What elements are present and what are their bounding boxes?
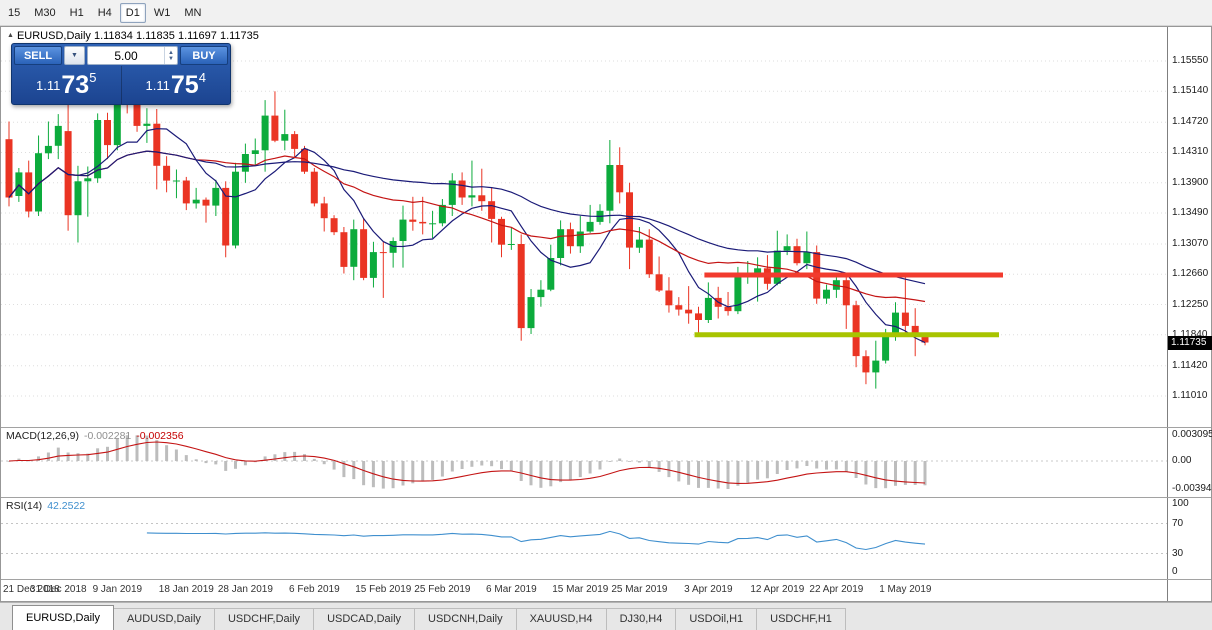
date-axis-label: 9 Jan 2019 bbox=[92, 584, 143, 595]
rsi-axis-label: 70 bbox=[1172, 517, 1184, 529]
price-axis-label: 1.12250 bbox=[1172, 298, 1209, 310]
macd-axis-label: -0.003947 bbox=[1172, 483, 1212, 494]
chart-title: ▲ EURUSD,Daily 1.11834 1.11835 1.11697 1.… bbox=[7, 30, 259, 42]
sell-price-point: 5 bbox=[89, 70, 97, 85]
price-axis-label: 1.14720 bbox=[1172, 116, 1209, 128]
sell-price-pips: 73 bbox=[61, 70, 90, 99]
macd-axis-label: 0.00 bbox=[1172, 455, 1192, 466]
chart-marker-icon: ▲ bbox=[7, 32, 14, 39]
date-axis-label: 6 Feb 2019 bbox=[289, 584, 340, 595]
date-axis-label: 25 Mar 2019 bbox=[611, 584, 668, 595]
tab-usdchf-h1[interactable]: USDCHF,H1 bbox=[756, 608, 846, 630]
tab-xauusd-h4[interactable]: XAUUSD,H4 bbox=[515, 608, 607, 630]
sell-price-prefix: 1.11 bbox=[36, 77, 61, 93]
sell-price[interactable]: 1.11 73 5 bbox=[12, 66, 121, 104]
date-axis-label: 25 Feb 2019 bbox=[414, 584, 471, 595]
chart-title-text: EURUSD,Daily 1.11834 1.11835 1.11697 1.1… bbox=[16, 30, 259, 42]
rsi-label: RSI(14) 42.2522 bbox=[6, 500, 85, 512]
spinner-down-icon: ▼ bbox=[168, 55, 174, 62]
rsi-axis-label: 30 bbox=[1172, 547, 1184, 559]
tab-eurusd-daily[interactable]: EURUSD,Daily bbox=[12, 605, 114, 630]
date-axis-label: 21 Dec 2018 bbox=[3, 584, 60, 595]
buy-price-pips: 75 bbox=[170, 70, 199, 99]
date-axis-label: 28 Jan 2019 bbox=[217, 584, 273, 595]
price-axis-label: 1.13070 bbox=[1172, 237, 1209, 249]
macd-canvas[interactable] bbox=[1, 427, 1167, 497]
date-axis-label: 22 Apr 2019 bbox=[809, 584, 864, 595]
price-axis-label: 1.12660 bbox=[1172, 268, 1209, 280]
tab-audusd-daily[interactable]: AUDUSD,Daily bbox=[112, 608, 215, 630]
macd-signal-value: -0.002356 bbox=[136, 430, 184, 442]
macd-name: MACD(12,26,9) bbox=[6, 430, 79, 442]
timeframe-button-mn[interactable]: MN bbox=[184, 6, 202, 19]
price-axis[interactable]: 1.11735 1.15550 1.15140 1.14720 1.14310 1.13… bbox=[1167, 27, 1212, 601]
timeframe-button-w1[interactable]: W1 bbox=[153, 6, 171, 19]
timeframe-button-15[interactable]: 15 bbox=[8, 6, 21, 19]
chart-tabs: EURUSD,Daily AUDUSD,Daily USDCHF,Daily USDC… bbox=[0, 602, 1212, 630]
macd-value: -0.002281 bbox=[83, 430, 132, 442]
rsi-axis-label: 0 bbox=[1172, 566, 1178, 577]
rsi-value: 42.2522 bbox=[47, 500, 86, 512]
price-axis-label: 1.15140 bbox=[1172, 85, 1209, 97]
price-chart-canvas[interactable] bbox=[1, 27, 1167, 427]
buy-button[interactable]: BUY bbox=[180, 46, 228, 65]
tab-usdcad-daily[interactable]: USDCAD,Daily bbox=[313, 608, 416, 630]
date-axis-label: 18 Jan 2019 bbox=[158, 584, 214, 595]
sell-button[interactable]: SELL bbox=[14, 46, 62, 65]
tab-dj30-h4[interactable]: DJ30,H4 bbox=[605, 608, 677, 630]
rsi-name: RSI(14) bbox=[6, 500, 43, 512]
volume-stepper[interactable]: ▲ ▼ bbox=[164, 47, 177, 64]
macd-label: MACD(12,26,9) -0.002281 -0.002356 bbox=[6, 430, 184, 442]
current-price-tag: 1.11735 bbox=[1168, 335, 1212, 350]
spinner-up-icon: ▲ bbox=[168, 49, 174, 56]
timeframe-button-d1[interactable]: D1 bbox=[119, 2, 146, 23]
order-type-dropdown[interactable]: ▼ bbox=[64, 46, 85, 65]
buy-price-prefix: 1.11 bbox=[145, 77, 170, 93]
timeframe-toolbar: 15 M30 H1 H4 D1 W1 MN bbox=[0, 0, 1212, 26]
rsi-canvas[interactable] bbox=[1, 497, 1167, 579]
date-axis-label: 1 May 2019 bbox=[879, 584, 932, 595]
volume-input[interactable]: 5.00 ▲ ▼ bbox=[87, 46, 178, 65]
pane-separator[interactable] bbox=[1, 427, 1211, 428]
pane-separator[interactable] bbox=[1, 497, 1211, 498]
chart-window: ▲ EURUSD,Daily 1.11834 1.11835 1.11697 1.… bbox=[0, 26, 1212, 602]
price-axis-label: 1.13490 bbox=[1172, 207, 1209, 218]
volume-value: 5.00 bbox=[114, 48, 138, 63]
rsi-axis-label: 100 bbox=[1172, 498, 1189, 509]
date-axis-label: 3 Apr 2019 bbox=[684, 584, 733, 595]
timeframe-button-h4[interactable]: H4 bbox=[97, 6, 112, 19]
buy-price-point: 4 bbox=[198, 70, 206, 85]
price-axis-label: 1.11420 bbox=[1172, 359, 1208, 371]
date-axis-label: 31 Dec 2018 bbox=[29, 584, 87, 595]
date-axis-label: 15 Mar 2019 bbox=[552, 584, 609, 595]
buy-price[interactable]: 1.11 75 4 bbox=[120, 66, 231, 104]
price-axis-label: 1.11010 bbox=[1172, 390, 1208, 401]
macd-axis-label: 0.003095 bbox=[1172, 429, 1212, 440]
date-axis-label: 12 Apr 2019 bbox=[750, 584, 805, 595]
timeframe-button-m30[interactable]: M30 bbox=[34, 6, 56, 19]
tab-usdoil-h1[interactable]: USDOil,H1 bbox=[675, 608, 758, 630]
date-axis-label: 6 Mar 2019 bbox=[486, 584, 537, 595]
timeframe-button-h1[interactable]: H1 bbox=[69, 6, 84, 19]
price-axis-label: 1.11840 bbox=[1172, 328, 1208, 340]
price-axis-label: 1.15550 bbox=[1172, 55, 1209, 66]
axis-separator bbox=[1, 579, 1211, 580]
chevron-down-icon: ▼ bbox=[71, 52, 78, 59]
date-axis-label: 15 Feb 2019 bbox=[355, 584, 412, 595]
tab-usdchf-daily[interactable]: USDCHF,Daily bbox=[213, 608, 315, 630]
price-axis-label: 1.13900 bbox=[1172, 176, 1209, 188]
tab-usdcnh-daily[interactable]: USDCNH,Daily bbox=[414, 608, 517, 630]
price-axis-label: 1.14310 bbox=[1172, 146, 1209, 158]
date-axis[interactable]: 21 Dec 2018 31 Dec 2018 9 Jan 2019 18 Jan 2… bbox=[1, 579, 1167, 601]
one-click-trading-panel: SELL ▼ 5.00 ▲ ▼ BUY 1.11 73 5 1.11 75 4 bbox=[11, 43, 231, 105]
